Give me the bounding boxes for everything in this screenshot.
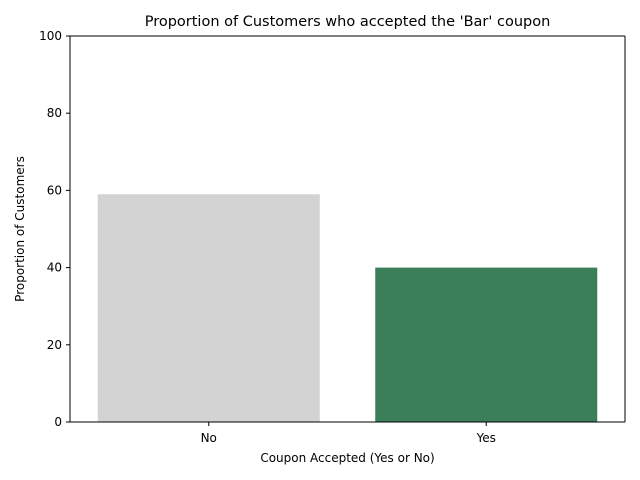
bar-no bbox=[97, 194, 320, 422]
bar-yes bbox=[375, 267, 598, 422]
y-tick-label: 0 bbox=[54, 415, 62, 429]
bars-group bbox=[97, 194, 598, 422]
y-axis-ticks: 0 20 40 60 80 100 bbox=[39, 29, 70, 429]
y-tick-label: 80 bbox=[47, 106, 62, 120]
x-axis-label: Coupon Accepted (Yes or No) bbox=[260, 451, 434, 465]
x-tick-label: Yes bbox=[476, 431, 496, 445]
y-tick-label: 100 bbox=[39, 29, 62, 43]
chart-title: Proportion of Customers who accepted the… bbox=[145, 14, 551, 30]
x-axis-ticks: No Yes bbox=[201, 422, 496, 445]
y-tick-label: 40 bbox=[47, 261, 62, 275]
y-axis-label: Proportion of Customers bbox=[13, 156, 27, 302]
x-tick-label: No bbox=[201, 431, 217, 445]
y-tick-label: 60 bbox=[47, 183, 62, 197]
y-tick-label: 20 bbox=[47, 338, 62, 352]
